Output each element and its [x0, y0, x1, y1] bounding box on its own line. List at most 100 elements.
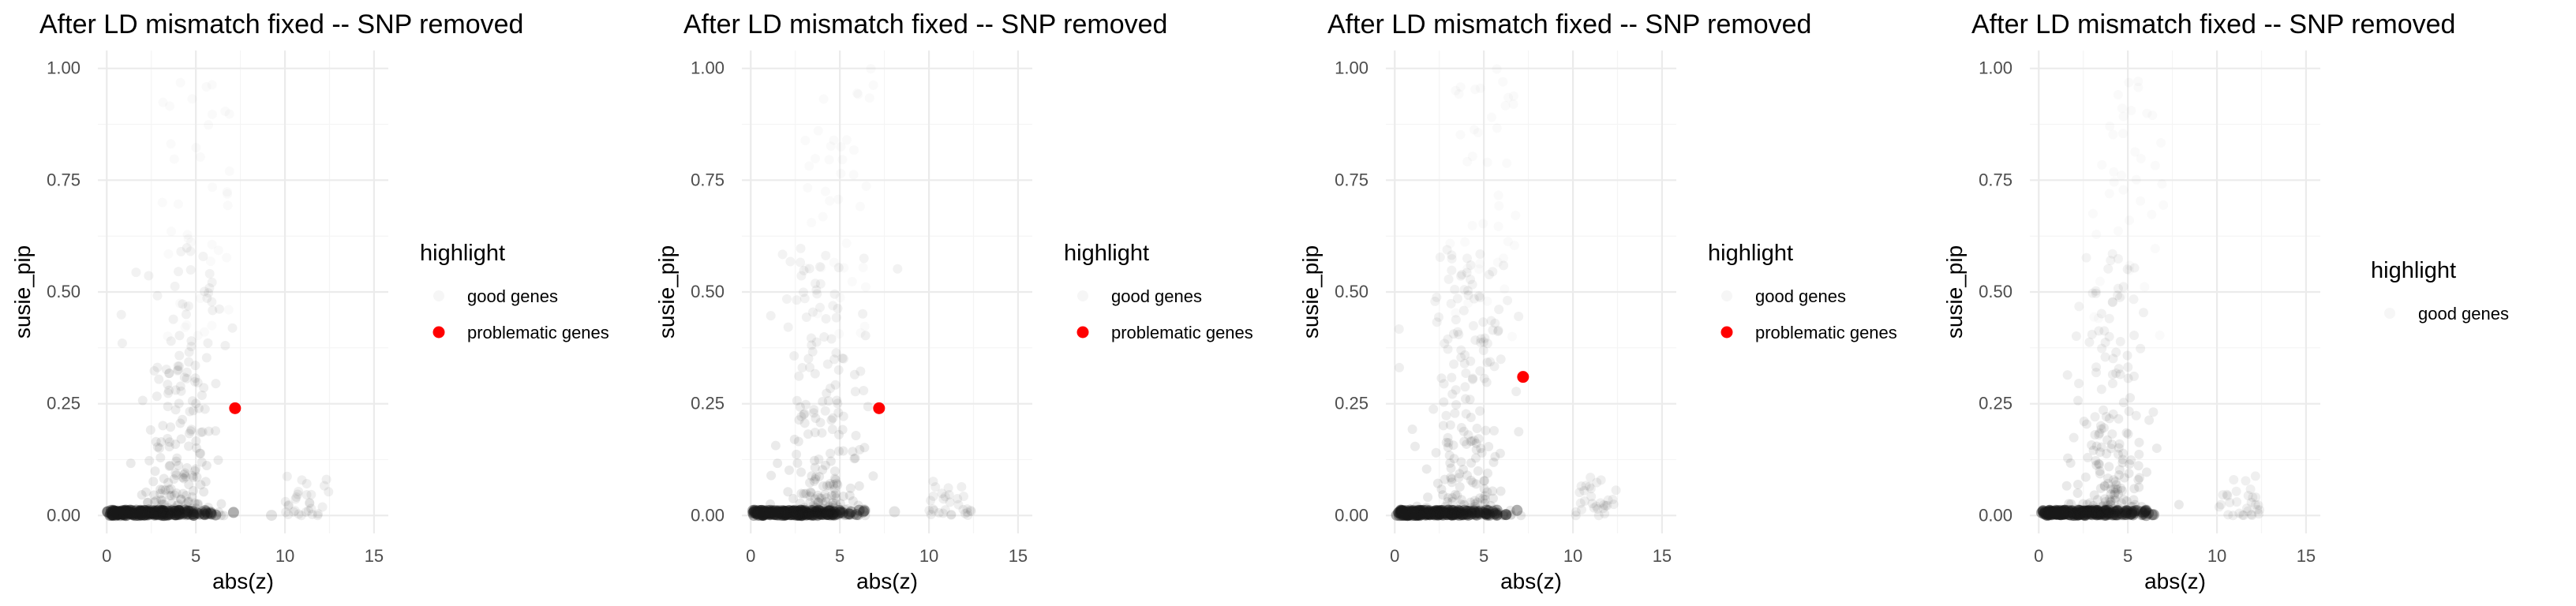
data-point-good	[826, 448, 836, 458]
data-point-good	[810, 502, 820, 512]
data-point-good	[821, 187, 830, 196]
data-point-good	[2136, 196, 2145, 206]
data-point-good	[1511, 504, 1523, 516]
data-point-good	[1473, 434, 1484, 444]
x-tick-label: 10	[275, 546, 294, 566]
data-point-good	[2068, 508, 2080, 520]
data-point-good	[181, 511, 191, 521]
data-point-good	[1445, 509, 1457, 521]
data-point-good	[108, 505, 120, 517]
data-point-good	[792, 504, 803, 514]
data-point-good	[154, 509, 166, 521]
series-problematic-genes	[229, 402, 242, 414]
data-point-good	[2095, 508, 2106, 520]
data-point-good	[788, 504, 800, 516]
y-tick-label: 1.00	[691, 58, 724, 78]
data-point-good	[814, 302, 825, 312]
y-tick-label: 0.00	[1979, 505, 2012, 525]
data-point-good	[163, 507, 175, 519]
data-point-good	[131, 508, 143, 520]
data-point-good	[2103, 507, 2115, 518]
data-point-good	[121, 509, 133, 521]
data-point-good	[1448, 329, 1458, 339]
data-point-good	[2140, 505, 2151, 515]
data-point-good	[178, 414, 188, 425]
data-point-good	[2080, 510, 2091, 522]
data-point-good	[187, 94, 197, 103]
data-point-good	[781, 510, 792, 520]
data-point-good	[777, 505, 788, 517]
data-point-good	[944, 490, 954, 500]
data-point-good	[2095, 277, 2105, 286]
data-point-good	[845, 509, 856, 519]
chart-title: After LD mismatch fixed -- SNP removed	[683, 9, 1167, 39]
data-point-good	[803, 507, 814, 518]
data-point-good	[1608, 499, 1619, 510]
data-point-good	[1423, 492, 1433, 503]
data-point-good	[2119, 506, 2131, 518]
data-point-good	[2123, 428, 2133, 439]
data-point-good	[2110, 506, 2120, 516]
data-point-good	[1451, 309, 1461, 318]
data-point-good	[113, 507, 125, 518]
data-point-good	[749, 504, 761, 516]
data-point-good	[1491, 509, 1503, 521]
data-point-good	[141, 508, 153, 520]
data-point-good	[160, 485, 170, 496]
data-point-good	[2072, 509, 2084, 521]
data-point-good	[769, 508, 781, 520]
data-point-good	[1501, 101, 1511, 110]
data-point-good	[110, 507, 122, 518]
data-point-good	[104, 510, 116, 522]
data-point-good	[866, 64, 875, 73]
data-point-good	[1428, 404, 1439, 414]
data-point-good	[1455, 509, 1467, 521]
data-point-good	[185, 426, 196, 436]
data-point-good	[166, 505, 178, 517]
data-point-good	[756, 507, 768, 519]
data-point-good	[1445, 458, 1455, 468]
data-point-good	[830, 475, 841, 485]
data-point-good	[125, 507, 137, 518]
data-point-good	[1471, 509, 1483, 521]
data-point-good	[2241, 503, 2252, 514]
plot-grid	[98, 50, 388, 533]
data-point-good	[1466, 412, 1476, 422]
data-point-good	[118, 508, 129, 520]
data-point-good	[797, 508, 809, 520]
data-point-good	[2151, 443, 2162, 454]
data-point-good	[1467, 507, 1477, 517]
data-point-good	[2088, 445, 2099, 455]
data-point-good	[1478, 494, 1488, 504]
data-point-good	[1425, 507, 1437, 518]
data-point-good	[1410, 508, 1422, 520]
data-point-good	[200, 404, 210, 414]
data-point-good	[159, 499, 169, 510]
data-point-good	[1431, 447, 1441, 458]
data-point-good	[2041, 510, 2053, 522]
data-point-good	[1473, 128, 1483, 137]
data-point-good	[2124, 468, 2134, 478]
data-point-good	[2129, 495, 2139, 505]
data-point-good	[1416, 508, 1428, 520]
data-point-good	[837, 354, 848, 364]
data-point-good	[1429, 506, 1441, 518]
data-point-good	[1422, 508, 1432, 518]
data-point-good	[148, 507, 159, 518]
data-point-good	[2087, 506, 2099, 518]
data-point-good	[146, 509, 156, 519]
data-point-good	[855, 444, 865, 454]
data-point-good	[1498, 77, 1507, 87]
data-point-good	[185, 506, 197, 518]
data-point-good	[2099, 481, 2110, 492]
data-point-good	[198, 251, 208, 261]
data-point-good	[1452, 490, 1462, 500]
data-point-good	[1500, 509, 1511, 521]
data-point-good	[1492, 510, 1503, 520]
data-point-good	[1491, 507, 1503, 519]
data-point-good	[1493, 325, 1503, 335]
data-point-good	[819, 332, 829, 342]
data-point-good	[766, 507, 777, 519]
data-point-good	[142, 498, 152, 507]
data-point-good	[2113, 511, 2123, 521]
